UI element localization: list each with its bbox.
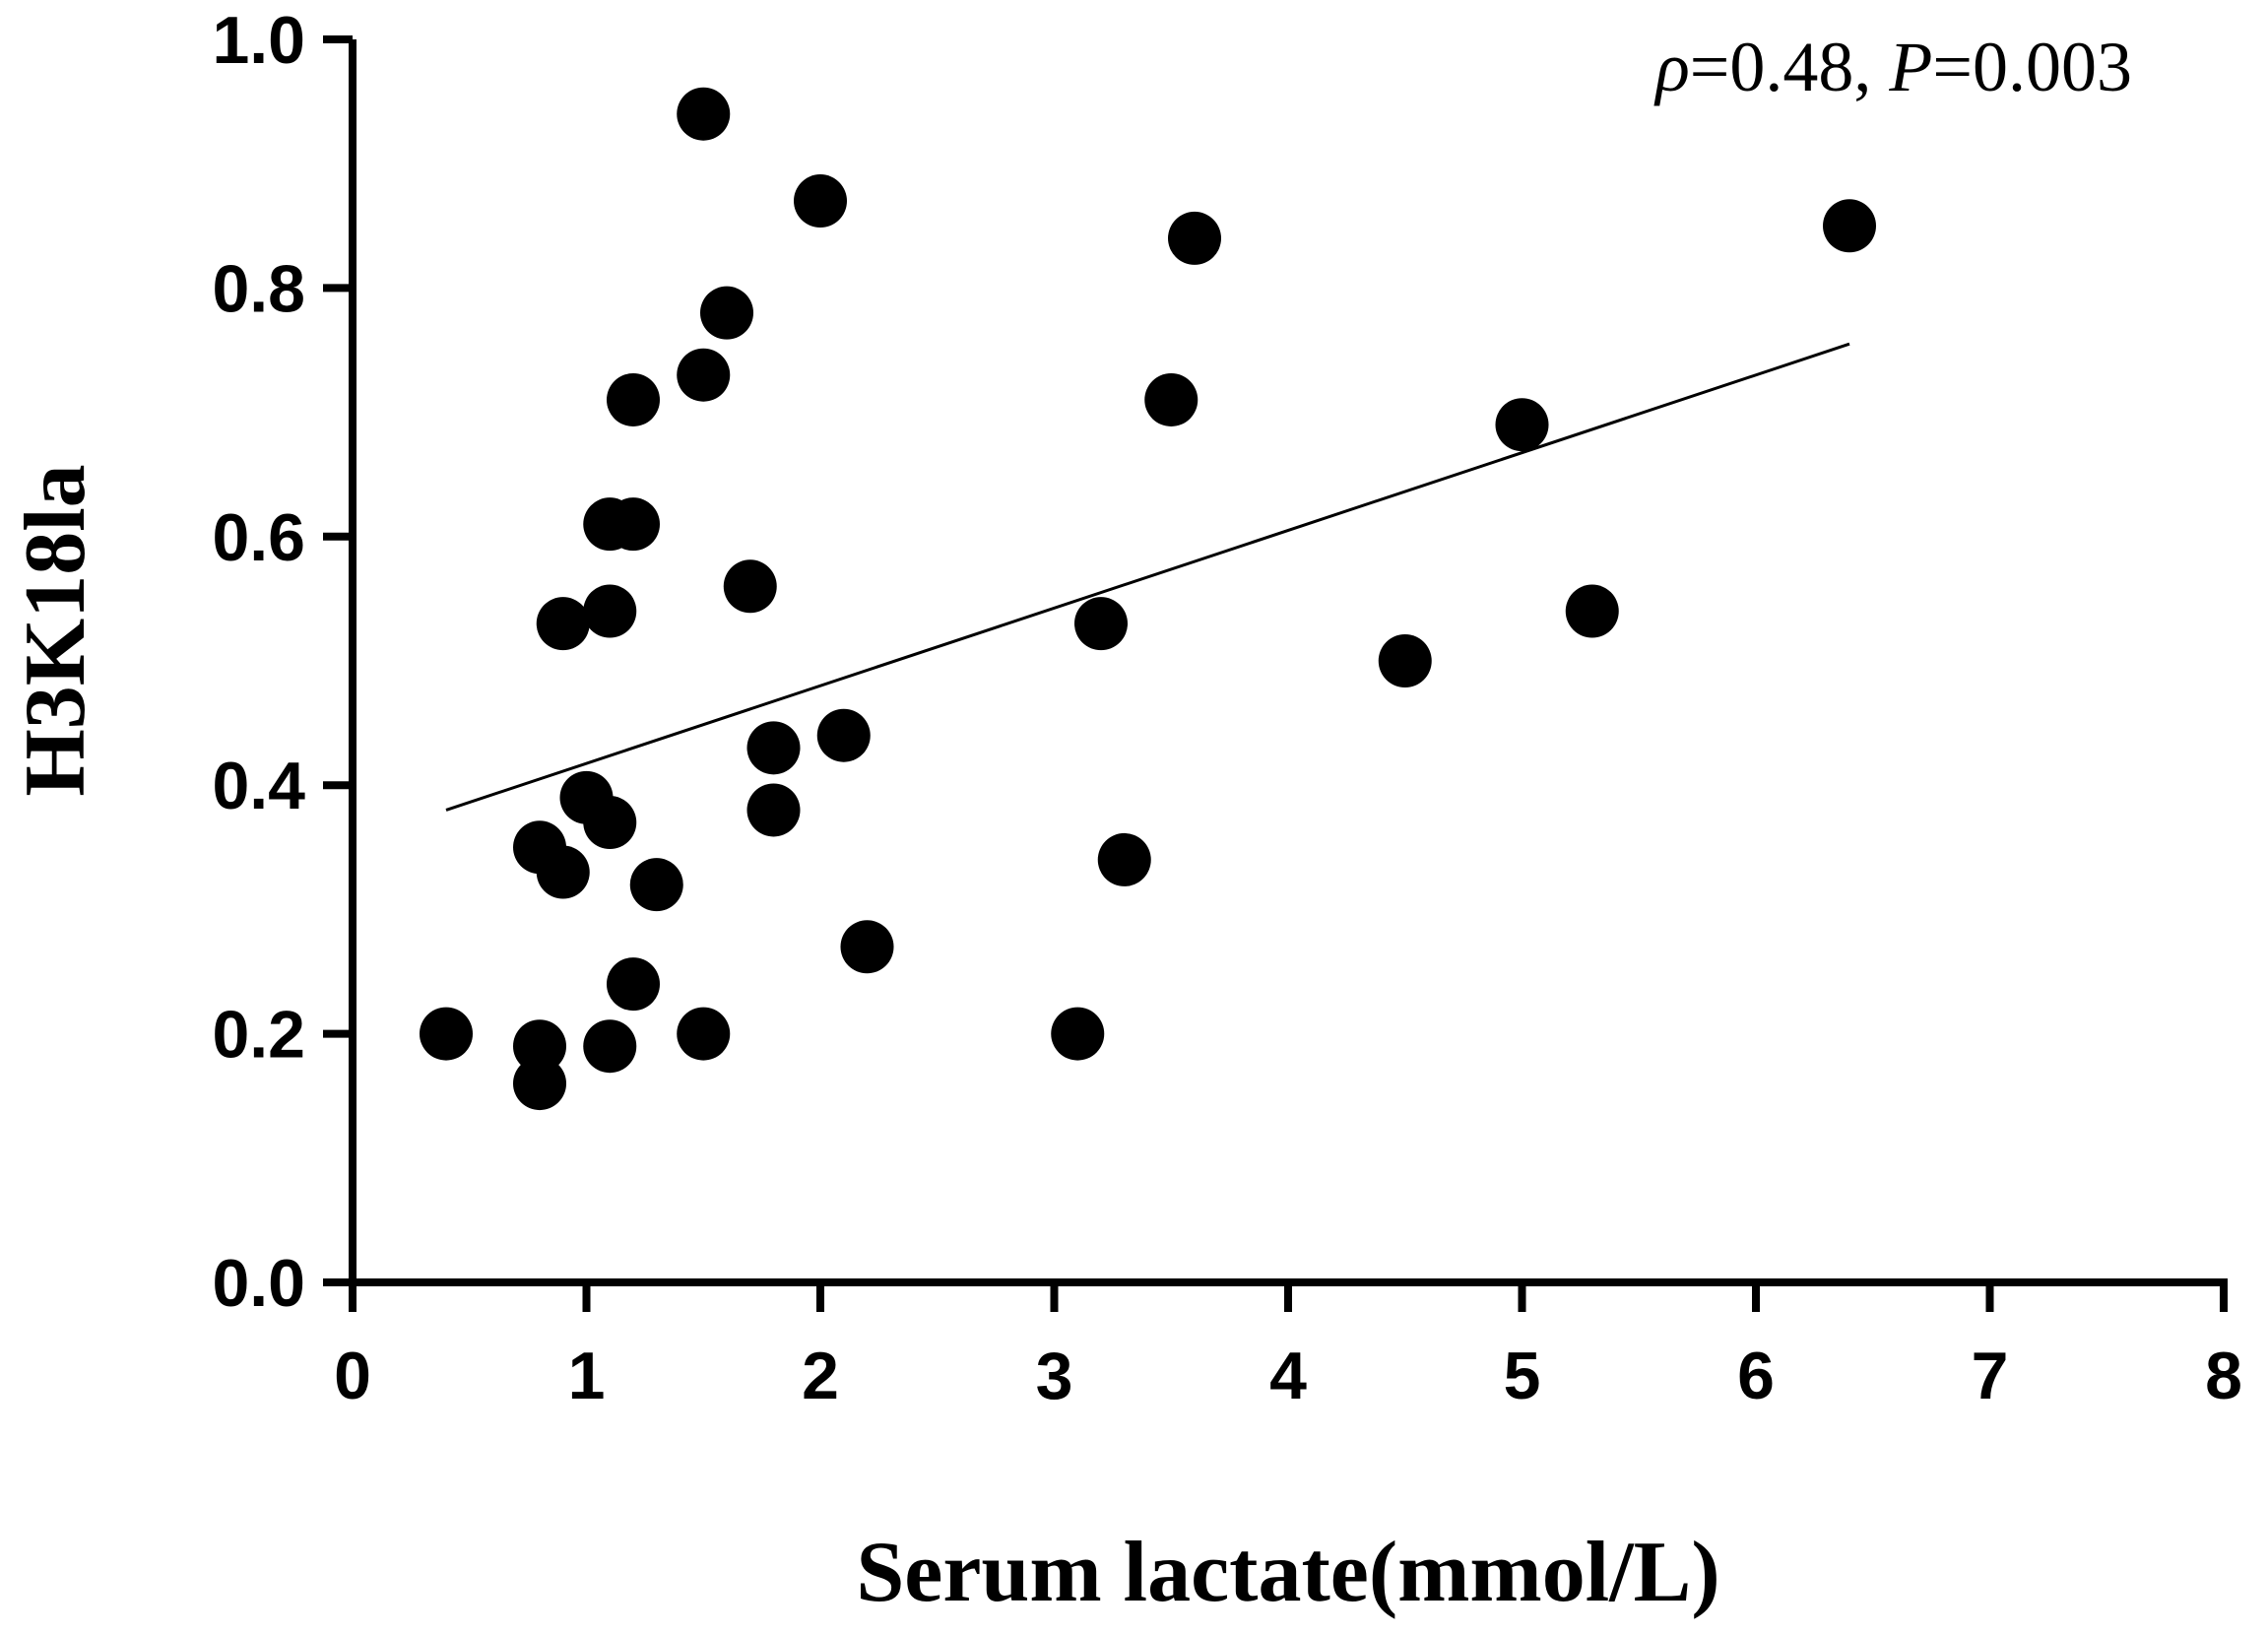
- data-point: [840, 920, 894, 974]
- rho-symbol: ρ: [1653, 28, 1690, 106]
- data-point: [513, 1019, 566, 1074]
- x-tick-label: 4: [1269, 1339, 1307, 1413]
- x-tick-label: 7: [1972, 1339, 2009, 1413]
- data-point: [607, 497, 660, 552]
- data-point: [607, 957, 660, 1012]
- regression-line: [445, 342, 1850, 812]
- data-point: [746, 721, 801, 775]
- data-point: [607, 372, 660, 426]
- p-symbol: P: [1888, 28, 1932, 106]
- y-tick-label: 0.6: [212, 500, 305, 575]
- y-tick-label: 0.2: [212, 998, 305, 1073]
- data-point: [1378, 634, 1432, 687]
- data-point: [677, 87, 731, 141]
- data-point: [536, 845, 590, 899]
- x-tick-label: 6: [1737, 1339, 1775, 1413]
- y-tick-labels: 0.0 0.2 0.4 0.6 0.8 1.0: [212, 3, 305, 1321]
- data-point: [677, 348, 731, 402]
- y-tick-label: 0.0: [212, 1246, 305, 1321]
- data-point: [629, 858, 683, 912]
- x-tick-labels: 0 1 2 3 4 5 6 7 8: [334, 1339, 2242, 1413]
- data-point: [1074, 597, 1128, 651]
- regression-line-group: [445, 342, 1850, 812]
- x-tick-label: 2: [802, 1339, 839, 1413]
- p-value: =0.003: [1932, 28, 2132, 106]
- data-point: [583, 1019, 637, 1074]
- data-point: [1144, 372, 1199, 426]
- x-tick-label: 5: [1504, 1339, 1541, 1413]
- y-tick-label: 0.8: [212, 251, 305, 326]
- x-tick-label: 3: [1036, 1339, 1073, 1413]
- data-point: [513, 1057, 566, 1111]
- x-tick-label: 0: [334, 1339, 371, 1413]
- data-point: [536, 597, 590, 651]
- x-tick-label: 8: [2205, 1339, 2242, 1413]
- data-point: [700, 286, 753, 340]
- y-tick-label: 0.4: [212, 749, 305, 823]
- data-point: [1097, 832, 1151, 886]
- data-points: [420, 87, 1876, 1111]
- correlation-annotation: ρ=0.48, P=0.003: [1653, 28, 2132, 106]
- data-point: [420, 1007, 473, 1061]
- data-point: [1495, 398, 1549, 452]
- y-axis-title: H3K18la: [8, 464, 103, 796]
- data-point: [794, 174, 847, 229]
- data-point: [746, 783, 801, 837]
- data-point: [583, 796, 637, 850]
- rho-value: =0.48,: [1690, 28, 1890, 106]
- data-point: [1823, 199, 1876, 253]
- data-point: [1168, 211, 1221, 265]
- x-axis-title: Serum lactate(mmol/L): [856, 1525, 1719, 1620]
- data-point: [1051, 1007, 1105, 1061]
- data-point: [816, 708, 871, 762]
- data-point: [1565, 584, 1619, 638]
- axes: [323, 35, 2228, 1312]
- data-point: [723, 559, 777, 614]
- y-tick-label: 1.0: [212, 3, 305, 78]
- data-point: [583, 584, 637, 638]
- data-point: [677, 1007, 731, 1061]
- x-tick-label: 1: [568, 1339, 606, 1413]
